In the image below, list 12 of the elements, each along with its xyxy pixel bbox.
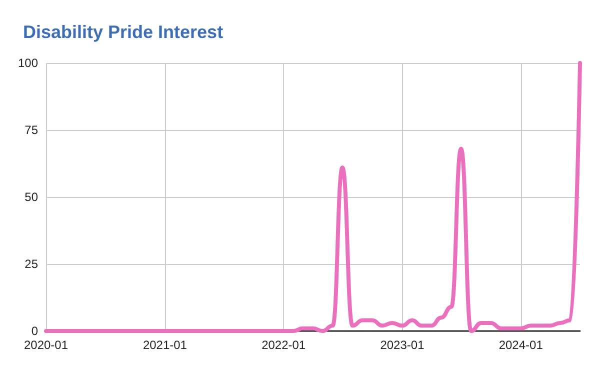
- line-series: [44, 61, 582, 333]
- x-tick-label: 2024-01: [498, 338, 544, 352]
- x-tick-label: 2020-01: [24, 338, 68, 352]
- y-tick-label: 100: [18, 56, 38, 70]
- y-tick-label: 0: [31, 324, 38, 338]
- x-tick-label: 2021-01: [142, 338, 188, 352]
- y-tick-label: 50: [24, 190, 38, 204]
- y-tick-label: 75: [24, 123, 38, 137]
- x-tick-label: 2022-01: [262, 338, 306, 352]
- x-tick-label: 2023-01: [380, 338, 425, 352]
- y-tick-label: 25: [24, 257, 38, 271]
- chart-title: Disability Pride Interest: [23, 22, 224, 42]
